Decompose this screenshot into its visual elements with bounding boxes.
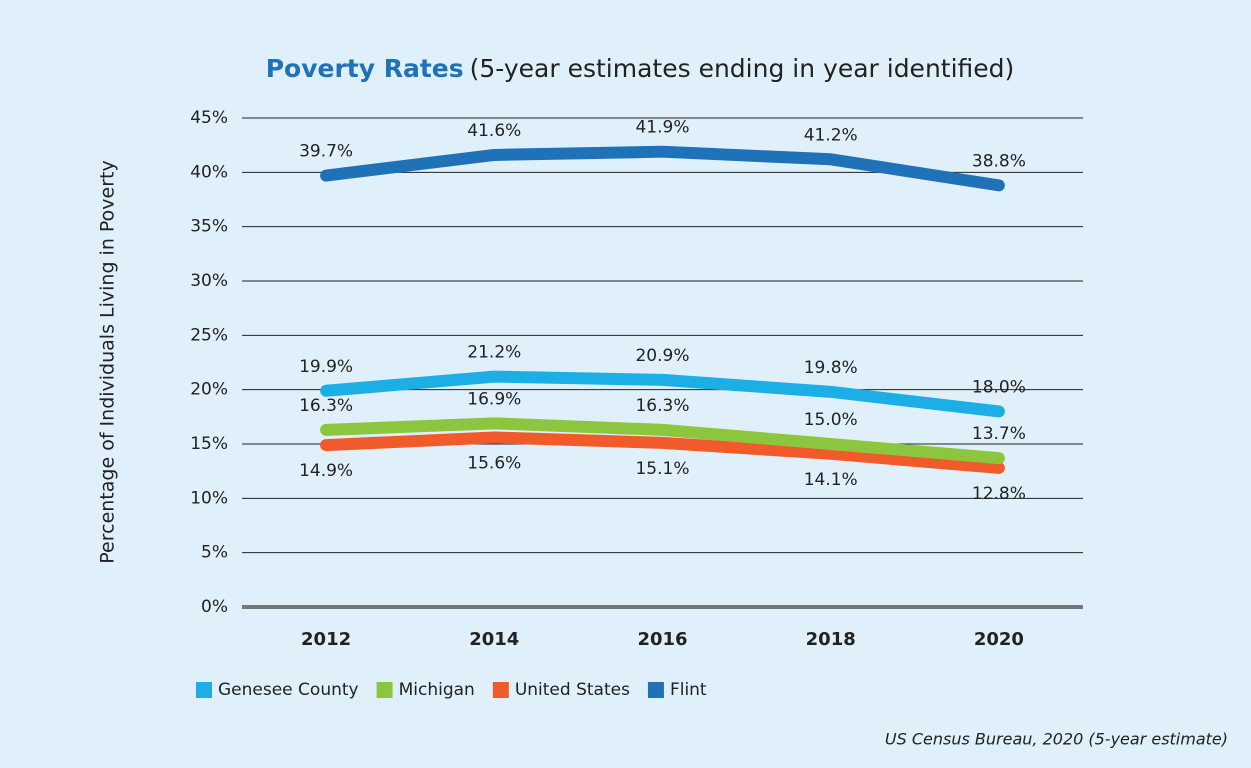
data-label: 15.6% (467, 453, 521, 473)
data-label: 15.0% (804, 410, 858, 430)
data-label: 13.7% (972, 424, 1026, 444)
data-label: 15.1% (635, 459, 689, 479)
x-tick-label: 2020 (974, 629, 1024, 650)
y-tick-label: 40% (190, 162, 228, 182)
y-tick-label: 30% (190, 271, 228, 291)
data-label: 16.3% (635, 396, 689, 416)
chart-heading: Poverty Rates (5-year estimates ending in… (266, 54, 1015, 83)
data-label: 16.9% (467, 389, 521, 409)
y-tick-label: 35% (190, 217, 228, 237)
data-label: 41.6% (467, 121, 521, 141)
y-tick-label: 45% (190, 108, 228, 128)
data-label: 39.7% (299, 142, 353, 162)
series-line (320, 417, 1005, 465)
legend-swatch (492, 682, 509, 698)
legend-swatch (376, 682, 393, 698)
data-label: 19.9% (299, 357, 353, 377)
x-tick-label: 2012 (301, 629, 351, 650)
data-label: 16.3% (299, 396, 353, 416)
source-note: US Census Bureau, 2020 (5-year estimate) (885, 730, 1228, 749)
data-label: 14.1% (804, 470, 858, 490)
y-tick-label: 20% (190, 380, 228, 400)
chart-title: Poverty Rates (266, 54, 464, 83)
data-label: 12.8% (972, 484, 1026, 504)
x-tick-label: 2018 (806, 629, 856, 650)
series-line (320, 431, 1005, 474)
data-label: 20.9% (635, 346, 689, 366)
data-label: 18.0% (972, 377, 1026, 397)
chart-subtitle: (5-year estimates ending in year identif… (470, 54, 1015, 83)
y-tick-label: 0% (201, 597, 228, 617)
data-label: 19.8% (804, 358, 858, 378)
data-label: 41.2% (804, 125, 858, 145)
x-tick-label: 2016 (637, 629, 687, 650)
y-axis-label: Percentage of Individuals Living in Pove… (97, 160, 119, 563)
series-line (320, 145, 1005, 192)
legend-label: Genesee County (218, 680, 359, 700)
y-tick-label: 10% (190, 488, 228, 508)
x-tick-label: 2014 (469, 629, 519, 650)
y-tick-label: 25% (190, 325, 228, 345)
data-label: 38.8% (972, 151, 1026, 171)
series-line (320, 370, 1005, 418)
legend-swatch (196, 682, 212, 698)
legend-label: Michigan (399, 680, 475, 700)
y-tick-label: 5% (201, 543, 228, 563)
legend-swatch (647, 682, 664, 698)
data-label: 14.9% (299, 461, 353, 481)
legend-label: Flint (670, 680, 707, 700)
data-label: 21.2% (467, 343, 521, 363)
data-label: 41.9% (635, 118, 689, 138)
legend-label: United States (515, 680, 630, 700)
y-tick-label: 15% (190, 434, 228, 454)
